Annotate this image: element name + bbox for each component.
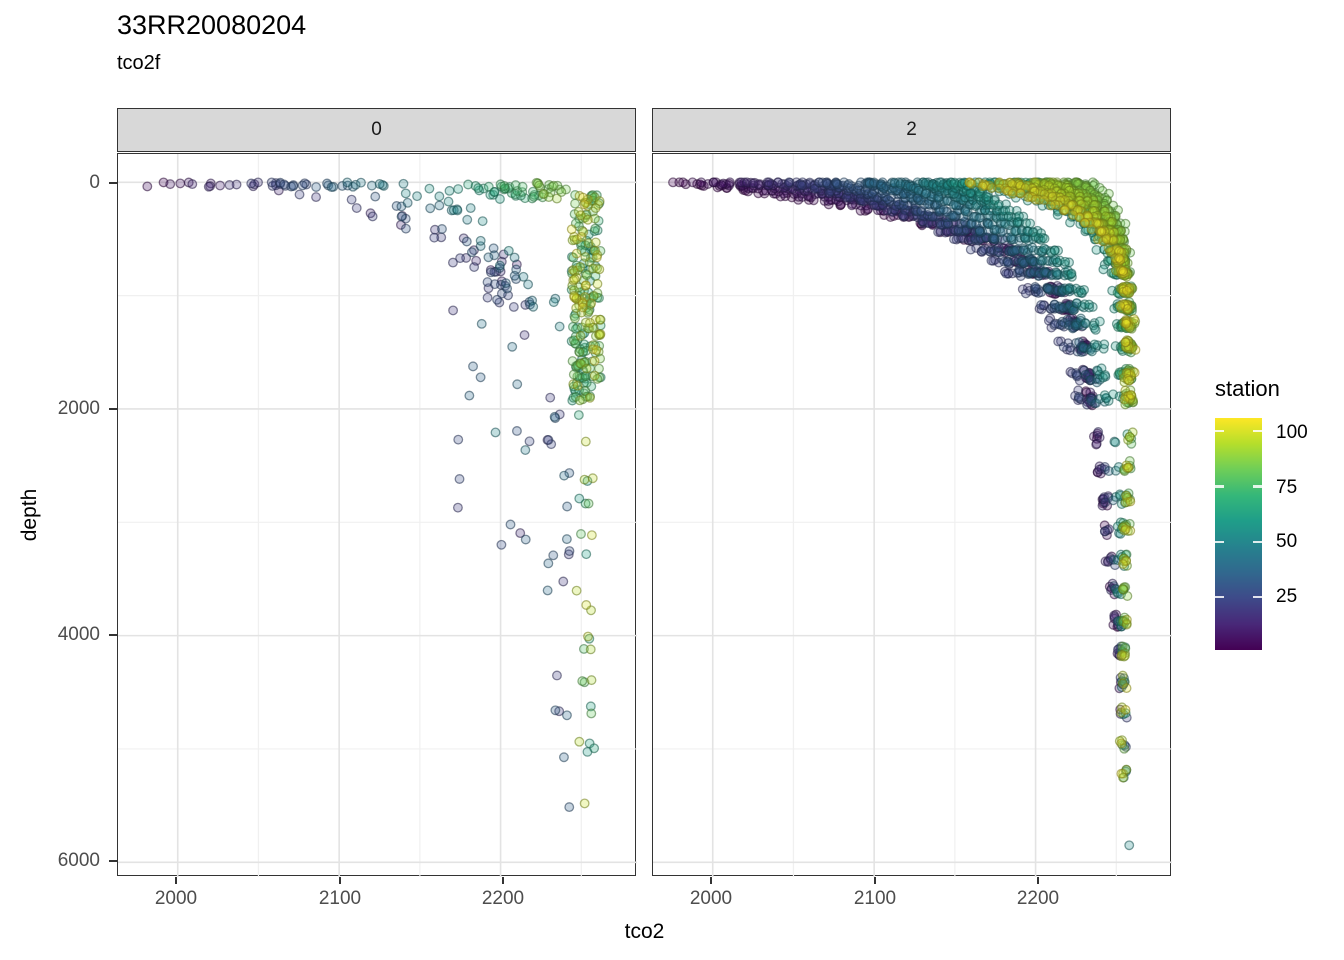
facet-0-points-canvas	[118, 154, 637, 877]
plot-subtitle: tco2f	[117, 52, 161, 74]
y-tick-label-4000: 4000	[57, 624, 100, 645]
x-tick-label-p2-2100: 2100	[853, 888, 897, 909]
y-tick-label-2000: 2000	[57, 398, 100, 419]
facet-strip-0: 0	[117, 108, 636, 152]
y-tick-mark	[109, 634, 117, 636]
legend-tick-mark	[1253, 595, 1262, 599]
x-tick-mark	[710, 877, 712, 884]
legend-label-75: 75	[1276, 477, 1298, 498]
facet-strip-0-label: 0	[371, 119, 382, 140]
legend-tick-mark	[1253, 430, 1262, 433]
facet-strip-2: 2	[652, 108, 1171, 152]
legend-colorbar	[1215, 418, 1262, 650]
legend-label-100: 100	[1276, 422, 1308, 443]
legend-tick-mark	[1253, 540, 1262, 543]
panel-facet-2	[652, 153, 1172, 877]
x-tick-mark	[339, 877, 341, 884]
legend-label-25: 25	[1276, 586, 1298, 607]
legend-title: station	[1215, 376, 1280, 401]
legend-tick-mark	[1215, 485, 1224, 488]
y-tick-label-0: 0	[89, 172, 100, 193]
panel-facet-0	[117, 153, 637, 877]
y-tick-label-6000: 6000	[57, 850, 100, 871]
y-tick-mark	[109, 182, 117, 184]
x-tick-label-p2-2000: 2000	[689, 888, 733, 909]
x-tick-label-p2-2200: 2200	[1016, 888, 1060, 909]
x-tick-mark	[175, 877, 177, 884]
y-axis-title: depth	[18, 488, 41, 542]
legend-label-50: 50	[1276, 531, 1298, 552]
x-tick-mark	[1037, 877, 1039, 884]
x-tick-label-p0-2000: 2000	[154, 888, 198, 909]
y-tick-mark	[109, 408, 117, 410]
legend-tick-mark	[1215, 595, 1224, 599]
legend-tick-mark	[1215, 430, 1224, 433]
plot-title: 33RR20080204	[117, 10, 307, 40]
facet-2-points-canvas	[653, 154, 1172, 877]
x-tick-label-p0-2100: 2100	[318, 888, 362, 909]
legend-tick-mark	[1253, 485, 1262, 488]
x-axis-title: tco2	[624, 920, 665, 943]
legend-tick-mark	[1215, 540, 1224, 543]
x-tick-mark	[502, 877, 504, 884]
x-tick-mark	[874, 877, 876, 884]
x-tick-label-p0-2200: 2200	[481, 888, 525, 909]
facet-strip-2-label: 2	[906, 119, 917, 140]
y-tick-mark	[109, 860, 117, 862]
